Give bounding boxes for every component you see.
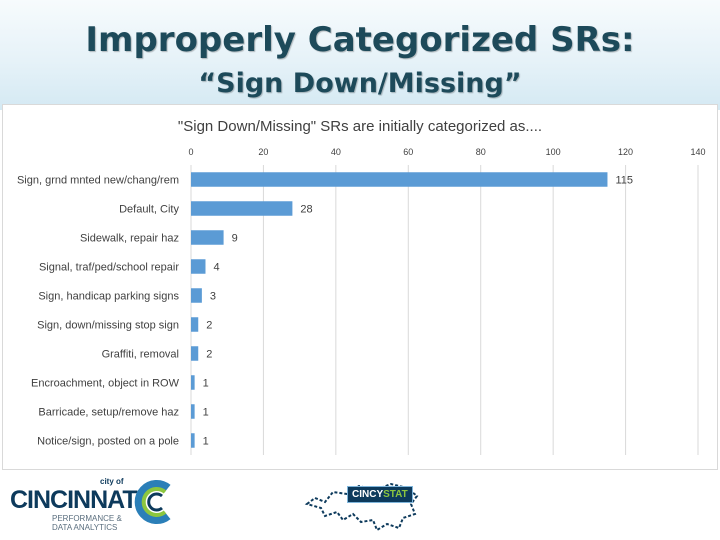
cincystat-map-icon [304,482,419,532]
department-line-1: PERFORMANCE & [52,514,122,523]
x-tick-label: 20 [258,147,268,157]
data-label: 3 [210,291,216,303]
data-label: 115 [615,175,633,187]
category-label: Sidewalk, repair haz [80,233,179,245]
bar [191,317,199,332]
chart-title: "Sign Down/Missing" SRs are initially ca… [178,118,542,135]
slide-subtitle: “Sign Down/Missing” [198,68,522,99]
category-label: Encroachment, object in ROW [31,378,180,390]
bar [191,230,224,245]
bar [191,433,195,448]
bar [191,375,195,390]
x-tick-label: 100 [546,147,561,157]
title-background [0,0,720,110]
data-label: 1 [203,378,209,390]
bar [191,172,608,187]
category-label: Signal, traf/ped/school repair [39,262,179,274]
slide-title: Improperly Categorized SRs: [85,20,635,60]
data-label: 4 [213,262,219,274]
bar-chart: "Sign Down/Missing" SRs are initially ca… [17,118,706,455]
city-of-label: city of [100,477,124,486]
category-label: Sign, grnd mnted new/chang/rem [17,175,179,187]
cincinnati-wordmark: CINCINNATI [10,486,144,514]
category-label: Default, City [119,204,179,216]
cincystat-badge: CINCYSTAT [347,486,413,503]
category-label: Barricade, setup/remove haz [38,407,179,419]
chart-container: "Sign Down/Missing" SRs are initially ca… [2,104,718,470]
category-label: Sign, handicap parking signs [38,291,179,303]
bar [191,404,195,419]
category-label: Sign, down/missing stop sign [37,320,179,332]
data-label: 1 [203,407,209,419]
category-label: Notice/sign, posted on a pole [37,436,179,448]
cincystat-right: STAT [383,489,408,500]
x-tick-label: 60 [403,147,413,157]
department-line-2: DATA ANALYTICS [52,523,118,532]
x-tick-label: 140 [690,147,705,157]
x-tick-label: 80 [476,147,486,157]
x-tick-label: 120 [618,147,633,157]
data-label: 28 [300,204,312,216]
data-label: 2 [206,320,212,332]
bar [191,346,199,361]
x-tick-label: 0 [188,147,193,157]
bar [191,201,293,216]
department-label: PERFORMANCE & DATA ANALYTICS [52,514,122,532]
cincinnati-c-icon [134,480,171,524]
data-label: 9 [232,233,238,245]
bar [191,288,202,303]
data-label: 2 [206,349,212,361]
x-tick-label: 40 [331,147,341,157]
category-label: Graffiti, removal [102,349,179,361]
bar [191,259,206,274]
data-label: 1 [203,436,209,448]
cincystat-left: CINCY [352,489,384,500]
footer [0,470,720,540]
